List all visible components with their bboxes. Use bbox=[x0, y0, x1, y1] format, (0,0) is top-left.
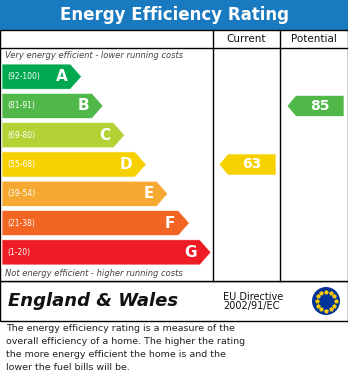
Text: C: C bbox=[100, 128, 111, 143]
Text: A: A bbox=[56, 69, 68, 84]
Text: (69-80): (69-80) bbox=[7, 131, 35, 140]
Polygon shape bbox=[2, 181, 168, 206]
Text: (21-38): (21-38) bbox=[7, 219, 35, 228]
Polygon shape bbox=[219, 154, 276, 175]
Text: 63: 63 bbox=[242, 158, 262, 172]
Text: (92-100): (92-100) bbox=[7, 72, 40, 81]
Text: B: B bbox=[77, 99, 89, 113]
Circle shape bbox=[312, 287, 340, 315]
Polygon shape bbox=[2, 93, 103, 118]
Text: 85: 85 bbox=[310, 99, 330, 113]
Polygon shape bbox=[2, 152, 146, 177]
Text: Potential: Potential bbox=[291, 34, 337, 44]
Text: (55-68): (55-68) bbox=[7, 160, 35, 169]
Text: (39-54): (39-54) bbox=[7, 189, 35, 198]
Text: F: F bbox=[165, 215, 175, 231]
Text: 2002/91/EC: 2002/91/EC bbox=[223, 301, 279, 311]
Text: Energy Efficiency Rating: Energy Efficiency Rating bbox=[60, 6, 288, 24]
Polygon shape bbox=[2, 64, 81, 89]
Bar bbox=[0, 30, 348, 281]
Polygon shape bbox=[2, 240, 211, 265]
Polygon shape bbox=[287, 95, 344, 117]
Text: D: D bbox=[119, 157, 132, 172]
Text: EU Directive: EU Directive bbox=[223, 292, 283, 302]
Bar bbox=[0, 281, 348, 321]
Text: The energy efficiency rating is a measure of the
overall efficiency of a home. T: The energy efficiency rating is a measur… bbox=[6, 324, 245, 371]
Text: Not energy efficient - higher running costs: Not energy efficient - higher running co… bbox=[5, 269, 183, 278]
Polygon shape bbox=[2, 123, 125, 148]
Text: (1-20): (1-20) bbox=[7, 248, 30, 257]
Text: E: E bbox=[143, 186, 154, 201]
Text: Very energy efficient - lower running costs: Very energy efficient - lower running co… bbox=[5, 50, 183, 59]
Text: England & Wales: England & Wales bbox=[8, 292, 178, 310]
Text: (81-91): (81-91) bbox=[7, 101, 35, 110]
Text: G: G bbox=[184, 245, 197, 260]
Bar bbox=[0, 0, 348, 30]
Polygon shape bbox=[2, 210, 189, 236]
Text: Current: Current bbox=[227, 34, 266, 44]
